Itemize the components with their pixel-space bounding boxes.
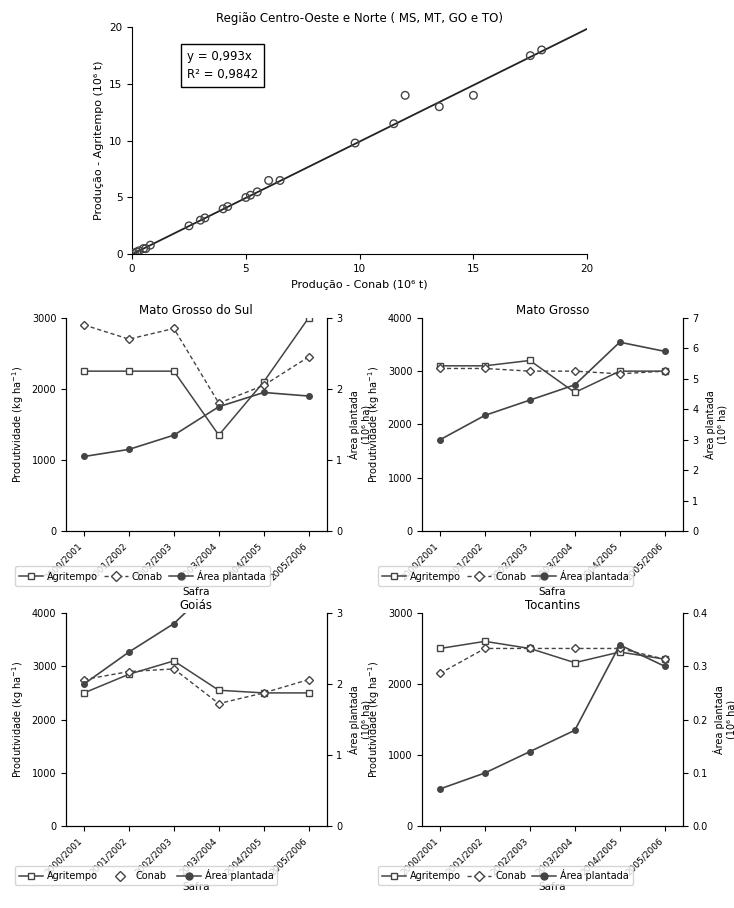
Point (536, 43, 548, 57)
Y-axis label: Área plantada
(10⁶ ha): Área plantada (10⁶ ha) (704, 390, 727, 459)
Legend: Agritempo, Conab, Área plantada: Agritempo, Conab, Área plantada (378, 566, 633, 586)
Point (133, 243, 145, 258)
Point (251, 184, 264, 199)
Point (275, 173, 286, 188)
X-axis label: Safra: Safra (183, 883, 210, 893)
Point (399, 88, 411, 103)
Legend: Agritempo, Conab, Área plantada: Agritempo, Conab, Área plantada (15, 566, 269, 586)
X-axis label: Produção - Conab (10⁶ t): Produção - Conab (10⁶ t) (291, 280, 428, 290)
Y-axis label: Produção - Agritempo (10⁶ t): Produção - Agritempo (10⁶ t) (94, 61, 103, 221)
Y-axis label: Produtividade (kg ha$^{-1}$): Produtividade (kg ha$^{-1}$) (366, 661, 382, 778)
Point (217, 202, 229, 216)
X-axis label: Safra: Safra (539, 883, 566, 893)
Point (240, 190, 252, 204)
Point (131, 244, 142, 260)
Y-axis label: Produtividade (kg ha$^{-1}$): Produtividade (kg ha$^{-1}$) (10, 366, 26, 483)
Text: y = 0,993x
R² = 0,9842: y = 0,993x R² = 0,9842 (186, 50, 258, 81)
Title: Região Centro-Oeste e Norte ( MS, MT, GO e TO): Região Centro-Oeste e Norte ( MS, MT, GO… (216, 12, 504, 25)
Point (145, 238, 156, 252)
Point (128, 246, 140, 261)
Y-axis label: Área plantada
(10⁶ ha): Área plantada (10⁶ ha) (713, 686, 734, 754)
Point (263, 173, 275, 188)
X-axis label: Safra: Safra (539, 587, 566, 597)
Point (244, 188, 256, 202)
Legend: Agritempo, Conab, Área plantada: Agritempo, Conab, Área plantada (378, 865, 633, 885)
X-axis label: Safra: Safra (183, 587, 210, 597)
Y-axis label: Área plantada
(10⁶ ha): Área plantada (10⁶ ha) (348, 686, 371, 754)
Point (434, 99, 446, 114)
Point (349, 135, 361, 150)
Y-axis label: Produtividade (kg ha$^{-1}$): Produtividade (kg ha$^{-1}$) (366, 366, 382, 483)
Point (222, 200, 233, 214)
Title: Goiás: Goiás (180, 598, 213, 612)
Point (388, 116, 400, 131)
Point (138, 242, 150, 256)
Point (140, 242, 152, 256)
Title: Mato Grosso: Mato Grosso (516, 303, 589, 317)
Y-axis label: Área plantada
(10⁶ ha): Área plantada (10⁶ ha) (348, 390, 371, 459)
Point (468, 88, 479, 103)
Point (195, 212, 206, 227)
Point (199, 211, 211, 225)
Title: Tocantins: Tocantins (525, 598, 580, 612)
Y-axis label: Produtividade (kg ha$^{-1}$): Produtividade (kg ha$^{-1}$) (10, 661, 26, 778)
Legend: Agritempo, Conab, Área plantada: Agritempo, Conab, Área plantada (15, 865, 277, 885)
Point (184, 219, 195, 233)
Title: Mato Grosso do Sul: Mato Grosso do Sul (139, 303, 253, 317)
Point (524, 48, 536, 63)
